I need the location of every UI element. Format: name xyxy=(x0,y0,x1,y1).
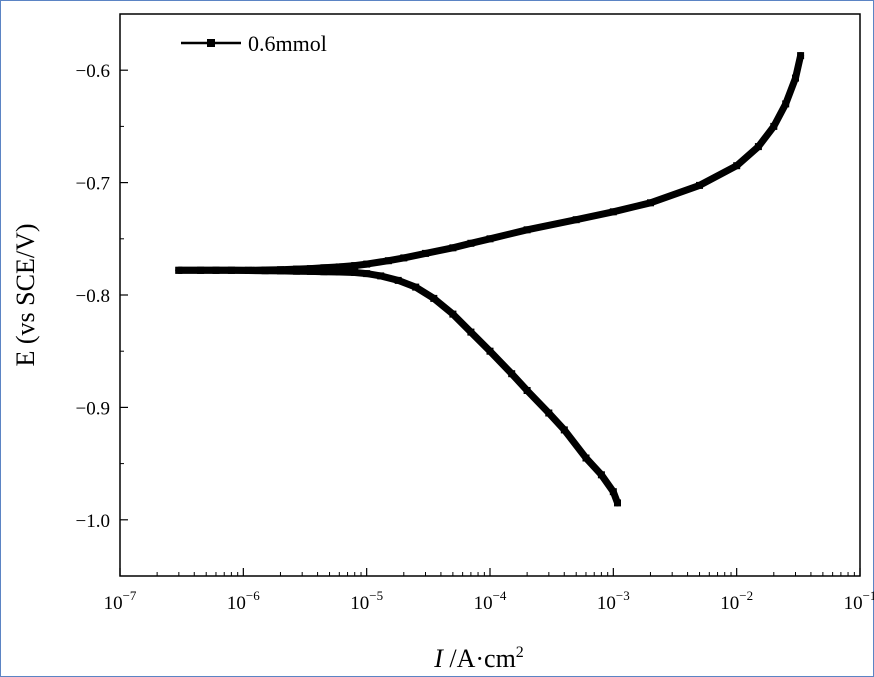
series-layer xyxy=(175,52,805,507)
anodic-branch-point xyxy=(277,266,284,274)
anodic-branch-point xyxy=(792,74,799,82)
cathodic-branch-point xyxy=(412,283,420,291)
x-tick-label-exponent: −7 xyxy=(123,588,137,603)
x-tick-label-exponent: −2 xyxy=(739,588,753,603)
anodic-branch-point xyxy=(320,264,328,272)
x-axis-label-italic: I xyxy=(433,644,444,673)
y-tick-label: −1.0 xyxy=(76,511,110,532)
cathodic-branch-point xyxy=(430,294,438,302)
x-tick-label-base: 10 xyxy=(597,593,616,614)
y-tick-label: −0.7 xyxy=(76,174,110,195)
cathodic-branch-point xyxy=(351,269,359,276)
ticks-layer: 10−7 10−6 10−5 10−4 10−3 10−2 10−1−0.6−0.7−0.8… xyxy=(76,13,874,614)
x-tick-label-exponent: −1 xyxy=(863,588,874,603)
x-tick-label-exponent: −6 xyxy=(246,588,260,603)
anodic-branch-point xyxy=(523,226,531,234)
anodic-branch-point xyxy=(335,263,343,271)
anodic-branch-point xyxy=(244,266,252,274)
y-axis-label: E (vs SCE/V) xyxy=(11,224,40,367)
cathodic-branch-point xyxy=(508,370,516,378)
anodic-branch-point xyxy=(572,216,580,224)
x-tick-label: 10−6 xyxy=(227,588,260,614)
anodic-branch-point xyxy=(770,122,778,130)
anodic-branch-point xyxy=(754,143,762,151)
cathodic-branch-point xyxy=(335,268,343,276)
cathodic-branch-point xyxy=(320,268,328,276)
legend-label: 0.6mmol xyxy=(248,31,327,56)
anodic-branch-point xyxy=(306,265,314,273)
anodic-branch-point xyxy=(197,266,205,274)
x-tick-label-base: 10 xyxy=(474,593,493,614)
anodic-branch-point xyxy=(782,100,790,108)
anodic-branch-point xyxy=(175,266,183,274)
anodic-branch-point xyxy=(384,257,392,265)
cathodic-branch-point xyxy=(560,426,568,434)
anodic-branch-point xyxy=(647,199,654,207)
anodic-branch-point xyxy=(422,249,429,257)
anodic-branch-point xyxy=(227,266,235,274)
x-tick-label-exponent: −3 xyxy=(616,588,630,603)
y-tick-label: −0.9 xyxy=(76,398,110,419)
cathodic-branch-point xyxy=(609,488,617,496)
cathodic-branch-point xyxy=(614,499,621,507)
x-tick-label-exponent: −5 xyxy=(369,588,383,603)
anodic-branch-point xyxy=(486,235,494,243)
y-tick-label: −0.8 xyxy=(76,286,110,307)
x-axis-label: I /A·cm2 xyxy=(433,644,524,673)
anodic-branch-point xyxy=(400,254,408,262)
cathodic-branch-curve xyxy=(175,266,621,507)
plot-area-frame xyxy=(119,13,861,577)
anodic-branch-point xyxy=(797,52,805,60)
anodic-branch-point xyxy=(261,266,269,274)
x-tick-label-base: 10 xyxy=(350,593,369,614)
x-tick-label-base: 10 xyxy=(104,593,123,614)
cathodic-branch-point xyxy=(523,387,531,394)
cathodic-branch-point xyxy=(394,276,402,284)
x-tick-label: 10−2 xyxy=(720,588,753,614)
anodic-branch-point xyxy=(212,266,220,274)
cathodic-branch-point xyxy=(377,272,385,280)
cathodic-branch-point xyxy=(545,409,553,417)
cathodic-branch-point xyxy=(467,328,475,336)
x-tick-label: 10−5 xyxy=(350,588,383,614)
cathodic-branch-point xyxy=(363,270,371,278)
anodic-branch-point xyxy=(467,239,475,247)
anodic-branch-point xyxy=(351,262,359,270)
x-tick-label-base: 10 xyxy=(227,593,246,614)
y-tick-label: −0.6 xyxy=(76,61,110,82)
x-tick-label-exponent: −4 xyxy=(493,588,507,603)
legend: 0.6mmol xyxy=(181,31,327,56)
legend-marker xyxy=(207,39,215,47)
cathodic-branch-point xyxy=(486,347,494,355)
anodic-branch-point xyxy=(363,260,371,268)
x-tick-label-base: 10 xyxy=(720,593,739,614)
anodic-branch-point xyxy=(733,162,741,170)
anodic-branch-point xyxy=(609,208,617,216)
x-tick-label: 10−7 xyxy=(104,588,137,614)
x-axis-label-rest: /A·cm xyxy=(443,644,516,673)
x-axis-label-sup: 2 xyxy=(516,644,524,661)
cathodic-branch-point xyxy=(449,310,457,318)
anodic-branch-point xyxy=(449,244,457,252)
anodic-branch-point xyxy=(696,181,703,189)
x-tick-label-base: 10 xyxy=(844,593,863,614)
x-tick-label: 10−4 xyxy=(474,588,507,614)
x-tick-label: 10−3 xyxy=(597,588,630,614)
anodic-branch-point xyxy=(293,265,300,273)
cathodic-branch-point xyxy=(582,454,590,462)
x-tick-label: 10−1 xyxy=(844,588,874,614)
cathodic-branch-point xyxy=(597,471,605,479)
